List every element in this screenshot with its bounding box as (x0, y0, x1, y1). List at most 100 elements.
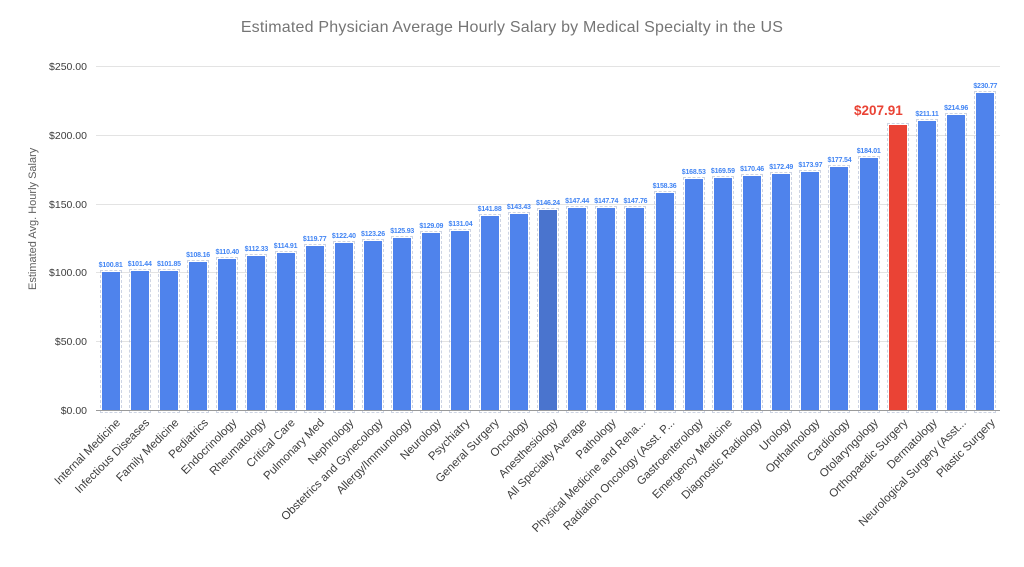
bar-slot: $119.77 Pulmonary Med (262, 67, 329, 482)
bar-diagnostic-radiology[interactable]: $170.46 (740, 166, 764, 413)
bar-family-medicine[interactable]: $101.85 (157, 261, 181, 414)
bar-slot: $131.04 Psychiatry (427, 67, 475, 463)
y-tick-label: $200.00 (49, 129, 87, 142)
bar-slot: $125.93 Allergy/Immunology (335, 67, 417, 497)
bar-slot: $100.81 Internal Medicine (53, 67, 125, 487)
bar-slot: $101.85 Family Medicine (114, 67, 183, 484)
plot-area: $100.81 Internal Medicine $101.44 Infectiou… (49, 61, 1000, 535)
bar-dermatology[interactable]: $211.11 (915, 111, 939, 414)
x-axis-baseline (96, 410, 1000, 411)
bar-slot: $158.36 Radiation Oncology (Asst. P... (561, 67, 679, 533)
value-label: $168.53 (681, 169, 706, 177)
bar-slot: $170.46 Diagnostic Radiology (680, 67, 766, 501)
bar-pathology[interactable]: $147.74 (594, 198, 618, 414)
bar-slot: $122.40 Nephrology (306, 67, 358, 468)
bar-slot: $147.44 All Specialty Average (505, 67, 592, 502)
value-label: $123.26 (361, 231, 385, 239)
bar-slot: $112.33 Rheumatology (208, 67, 271, 477)
value-label: $173.97 (798, 161, 823, 169)
bar-plastic-surgery[interactable]: $230.77 (973, 83, 997, 413)
bar-emergency-medicine[interactable]: $169.59 (711, 168, 735, 414)
bar-slot: $211.11 Dermatology (885, 67, 941, 472)
bar-pediatrics[interactable]: $108.16 (186, 252, 210, 413)
bar-neurological-surgery-asst[interactable]: $214.96 (944, 105, 968, 413)
bar-radiation-oncology-asst-p[interactable]: $158.36 (653, 183, 677, 413)
bar-slot: $146.24 Anesthesiology (497, 67, 562, 481)
bar-all-specialty-average[interactable]: $147.44 (565, 198, 589, 413)
value-label: $110.40 (215, 249, 239, 257)
bar-slot: $114.91 Critical Care (245, 67, 300, 470)
bars-row: $100.81 Internal Medicine $101.44 Infectiou… (53, 67, 1000, 534)
bar-slot: $169.59 Emergency Medicine (651, 67, 737, 502)
value-label: $122.40 (331, 232, 356, 240)
value-label: $211.11 (915, 110, 939, 118)
bar-slot: $147.74 Pathology (574, 67, 621, 462)
value-label: $172.49 (769, 163, 794, 171)
bar-slot: $168.53 Gastroenterology (635, 67, 708, 488)
value-label: $170.46 (740, 166, 764, 174)
value-label: $101.44 (127, 261, 152, 269)
bar-infectious-diseases[interactable]: $101.44 (128, 261, 152, 413)
value-label: $147.44 (565, 198, 590, 206)
value-label: $114.91 (273, 242, 298, 250)
bar-allergy-immunology[interactable]: $125.93 (390, 228, 414, 414)
bar-slot: $177.54 Cardiology (805, 67, 854, 465)
value-label: $101.85 (156, 260, 181, 268)
bar-slot: $110.40 Endocrinology (180, 67, 242, 477)
value-label: $143.43 (506, 203, 531, 211)
bar-rheumatology[interactable]: $112.33 (245, 246, 268, 413)
bar-slot: $214.96 Neurological Surgery (Asst... (857, 67, 971, 529)
bar-opthalmology[interactable]: $173.97 (798, 162, 822, 414)
bar-pulmonary-med[interactable]: $119.77 (303, 236, 327, 413)
value-label: $112.33 (244, 246, 269, 254)
value-label: $131.04 (448, 220, 473, 228)
highlighted-value-label: $207.91 (853, 102, 903, 118)
y-tick-label: $150.00 (49, 198, 87, 211)
bar-general-surgery[interactable]: $141.88 (478, 206, 502, 414)
bar-physical-medicine-and-reha[interactable]: $147.76 (623, 198, 648, 414)
value-label: $214.96 (944, 105, 969, 113)
value-label: $147.74 (594, 197, 619, 205)
bar-critical-care[interactable]: $114.91 (274, 243, 297, 414)
bar-urology[interactable]: $172.49 (769, 164, 793, 414)
bar-slot: $143.43 Oncology (488, 67, 533, 460)
value-label: $169.59 (710, 167, 735, 175)
bar-internal-medicine[interactable]: $100.81 (99, 262, 123, 413)
bar-nephrology[interactable]: $122.40 (332, 233, 356, 414)
value-label: $177.54 (827, 156, 852, 164)
bar-slot: $123.26 Obstetrics and Gynecology (279, 67, 387, 523)
bar-endocrinology[interactable]: $110.40 (215, 249, 239, 413)
gridline (96, 203, 1000, 205)
bar-anesthesiology[interactable]: $146.24 (536, 200, 560, 414)
bar-slot: $141.88 General Surgery (434, 67, 504, 485)
chart-title: Estimated Physician Average Hourly Salar… (240, 19, 784, 36)
value-label: $184.01 (856, 147, 881, 155)
bar-obstetrics-and-gynecology[interactable]: $123.26 (361, 231, 385, 413)
y-tick-label: $0.00 (60, 405, 87, 417)
value-label: $119.77 (302, 236, 327, 244)
value-label: $129.09 (419, 223, 444, 231)
bar-oncology[interactable]: $143.43 (507, 204, 531, 414)
value-label: $125.93 (390, 227, 415, 235)
bar-slot: $173.97 Opthalmology (764, 67, 825, 476)
bar-orthopaedic-surgery[interactable]: $207.91 (854, 103, 909, 414)
bar-neurology[interactable]: $129.09 (419, 223, 443, 413)
bar-slot: $129.09 Neurology (398, 67, 446, 462)
bar-psychiatry[interactable]: $131.04 (449, 221, 473, 414)
value-label: $141.88 (477, 205, 502, 213)
value-label: $146.24 (535, 199, 560, 207)
bar-slot: $207.91 Orthopaedic Surgery (827, 67, 912, 501)
bar-slot: $184.01 Otolaryngology (818, 67, 883, 480)
bar-slot: $172.49 Urology (757, 67, 796, 454)
gridline (96, 66, 1000, 67)
gridline (96, 134, 1000, 136)
bar-cardiology[interactable]: $177.54 (828, 157, 852, 414)
value-label: $158.36 (652, 183, 677, 191)
bar-otolaryngology[interactable]: $184.01 (857, 148, 881, 414)
value-label: $147.76 (623, 197, 648, 205)
y-tick-label: $100.00 (49, 267, 87, 280)
y-tick-label: $250.00 (49, 61, 87, 73)
bar-gastroenterology[interactable]: $168.53 (682, 169, 706, 413)
value-label: $108.16 (186, 252, 210, 260)
